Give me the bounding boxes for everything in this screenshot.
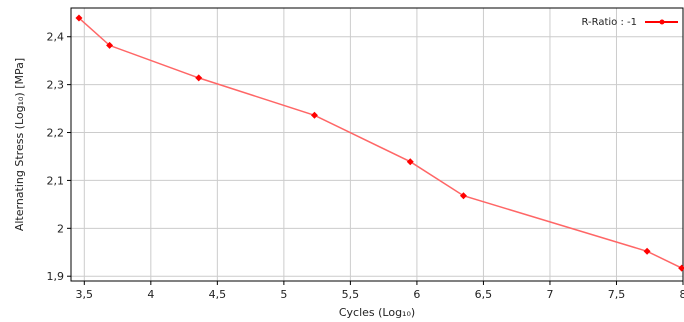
data-point — [310, 111, 318, 119]
series-group — [75, 14, 684, 272]
y-tick-label: 2,3 — [47, 79, 65, 92]
y-tick-label: 2,1 — [47, 174, 65, 187]
x-tick-label: 8 — [680, 288, 684, 301]
x-tick-label: 5,5 — [342, 288, 360, 301]
x-tick-label: 6 — [413, 288, 420, 301]
data-point — [459, 192, 467, 200]
grid — [71, 8, 684, 281]
y-axis: 1,9 2 2,1 2,2 2,3 2,4 — [47, 31, 71, 283]
x-axis: 3,5 4 4,5 5 5,5 6 6,5 7 7,5 8 — [76, 281, 684, 301]
x-tick-label: 3,5 — [76, 288, 94, 301]
y-tick-label: 2,4 — [47, 31, 65, 44]
plot-frame — [70, 7, 684, 282]
y-tick-label: 2 — [57, 222, 64, 235]
legend: R-Ratio : -1 — [581, 17, 678, 28]
x-tick-label: 7,5 — [608, 288, 626, 301]
y-axis-title: Alternating Stress (Log₁₀) [MPa] — [13, 58, 26, 231]
data-point — [406, 158, 414, 166]
data-point — [75, 14, 83, 22]
data-point — [643, 247, 651, 255]
x-axis-title: Cycles (Log₁₀) — [339, 306, 415, 319]
data-point — [195, 74, 203, 82]
y-tick-label: 1,9 — [47, 270, 65, 283]
y-tick-label: 2,2 — [47, 127, 65, 140]
x-tick-label: 7 — [546, 288, 553, 301]
x-tick-label: 4,5 — [209, 288, 227, 301]
x-tick-label: 5 — [280, 288, 287, 301]
x-tick-label: 4 — [147, 288, 154, 301]
legend-marker — [659, 19, 665, 25]
legend-label: R-Ratio : -1 — [581, 17, 637, 28]
series-line — [78, 17, 683, 269]
data-point — [678, 264, 684, 272]
x-tick-label: 6,5 — [475, 288, 493, 301]
data-point — [106, 41, 114, 49]
